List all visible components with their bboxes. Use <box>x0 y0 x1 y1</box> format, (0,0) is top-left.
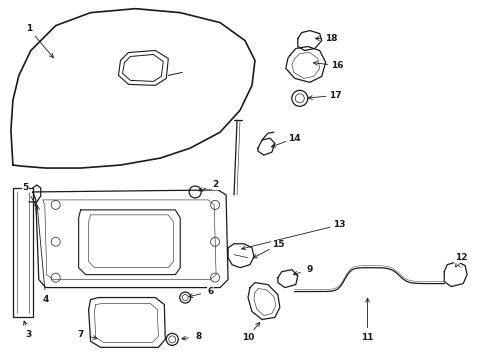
Text: 2: 2 <box>212 180 218 189</box>
Text: 18: 18 <box>325 34 337 43</box>
Text: 12: 12 <box>454 253 467 262</box>
Text: 4: 4 <box>42 295 49 304</box>
Text: 8: 8 <box>195 332 201 341</box>
Text: 9: 9 <box>306 265 312 274</box>
Text: 16: 16 <box>331 61 343 70</box>
Text: 14: 14 <box>288 134 301 143</box>
Text: 6: 6 <box>206 287 213 296</box>
Text: 3: 3 <box>26 330 32 339</box>
Text: 17: 17 <box>328 91 341 100</box>
Text: 11: 11 <box>361 333 373 342</box>
Text: 13: 13 <box>333 220 345 229</box>
Text: 7: 7 <box>77 330 83 339</box>
Text: 10: 10 <box>241 333 254 342</box>
Text: 1: 1 <box>26 24 32 33</box>
Text: 5: 5 <box>22 184 29 193</box>
Text: 15: 15 <box>271 240 284 249</box>
